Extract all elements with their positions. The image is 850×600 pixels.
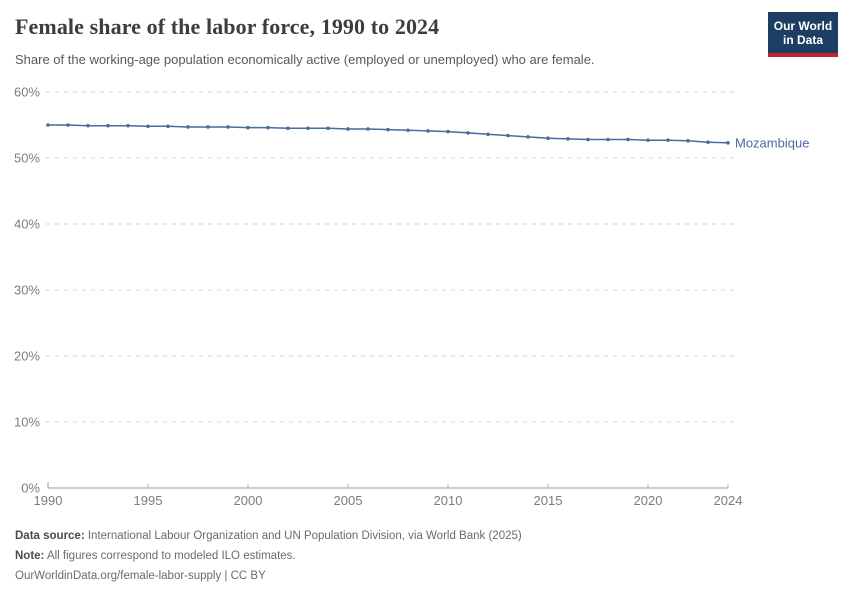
data-point-2004	[326, 126, 330, 131]
note-text: All figures correspond to modeled ILO es…	[44, 550, 296, 562]
data-point-1999	[226, 125, 230, 129]
x-axis-label-1995: 1995	[134, 493, 163, 508]
note-line: Note: All figures correspond to modeled …	[15, 546, 522, 566]
x-axis-label-1990: 1990	[34, 493, 63, 508]
data-point-2007	[386, 127, 390, 132]
data-point-2002	[286, 126, 290, 131]
owid-logo-text: Our World in Data	[768, 12, 838, 53]
chart-title: Female share of the labor force, 1990 to…	[15, 14, 440, 39]
owid-logo-line1: Our World	[773, 19, 833, 33]
data-source-line: Data source: International Labour Organi…	[15, 526, 522, 546]
y-axis-label-30: 30%	[14, 283, 40, 298]
data-source-text: International Labour Organization and UN…	[84, 530, 522, 542]
owid-logo-line2: in Data	[782, 33, 823, 47]
data-point-2024	[726, 141, 730, 145]
data-point-2015	[546, 136, 550, 140]
data-point-2010	[446, 129, 450, 134]
data-point-2018	[606, 137, 610, 142]
data-point-1990	[46, 123, 50, 127]
citation-link: OurWorldinData.org/female-labor-supply |…	[15, 570, 266, 582]
data-point-1997	[186, 125, 190, 129]
y-axis-label-10: 10%	[14, 415, 40, 430]
x-axis-label-2005: 2005	[334, 493, 363, 508]
owid-logo[interactable]: Our World in Data	[768, 12, 838, 57]
data-point-1991	[66, 123, 70, 127]
data-point-2023	[706, 140, 710, 144]
data-point-2022	[686, 139, 690, 143]
data-point-2008	[406, 128, 410, 133]
data-point-2021	[666, 138, 670, 142]
y-axis-label-40: 40%	[14, 217, 40, 232]
data-point-2000	[246, 125, 250, 130]
data-point-1998	[206, 125, 210, 129]
y-axis-label-0: 0%	[21, 481, 40, 496]
data-point-2014	[526, 135, 530, 139]
y-axis-label-50: 50%	[14, 151, 40, 166]
x-axis-label-2020: 2020	[634, 493, 663, 508]
data-point-2019	[626, 137, 630, 142]
data-point-1996	[166, 124, 170, 129]
data-point-1993	[106, 123, 110, 128]
owid-logo-red-bar	[768, 53, 838, 57]
entity-label-mozambique: Mozambique	[735, 135, 809, 150]
data-point-1994	[126, 123, 130, 128]
x-axis-label-2024: 2024	[714, 493, 743, 508]
data-point-2005	[346, 127, 350, 131]
data-source-label: Data source:	[15, 530, 85, 542]
data-point-2001	[266, 125, 270, 130]
data-point-2011	[466, 131, 470, 135]
y-axis-label-20: 20%	[14, 349, 40, 364]
data-point-2003	[306, 126, 310, 131]
chart-footer: Data source: International Labour Organi…	[15, 526, 522, 586]
x-axis-label-2015: 2015	[534, 493, 563, 508]
x-axis-label-2000: 2000	[234, 493, 263, 508]
data-point-2013	[506, 133, 510, 138]
line-chart: 0% 10% 20% 30% 40% 50% 60% 1990 1995 2000 2005 2010…	[14, 85, 809, 508]
data-point-2016	[566, 137, 570, 141]
chart-subtitle: Share of the working-age population econ…	[15, 52, 595, 67]
x-axis-label-2010: 2010	[434, 493, 463, 508]
data-point-2006	[366, 127, 370, 131]
data-point-2020	[646, 138, 650, 142]
note-label: Note:	[15, 550, 45, 562]
data-point-1992	[86, 123, 90, 128]
data-point-2017	[586, 137, 590, 142]
data-point-1995	[146, 124, 150, 129]
data-point-2009	[426, 129, 430, 133]
y-axis-label-60: 60%	[14, 85, 40, 100]
data-point-2012	[486, 132, 490, 137]
mozambique-line	[47, 124, 729, 144]
